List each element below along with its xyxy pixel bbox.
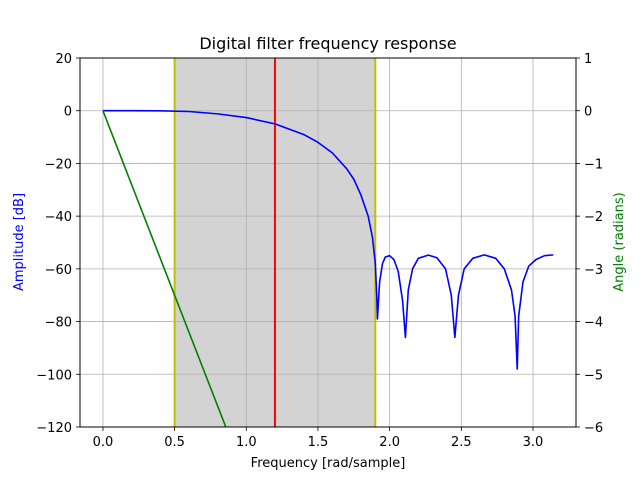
right-y-tick-label: −4 <box>584 316 603 331</box>
left-y-tick-label: 20 <box>55 52 72 67</box>
phase-angle-line <box>102 110 227 427</box>
left-y-tick-label: 0 <box>64 105 72 120</box>
x-tick-label: 0.5 <box>164 435 185 450</box>
chart-title: Digital filter frequency response <box>199 34 456 53</box>
x-tick-label: 1.0 <box>236 435 257 450</box>
left-y-tick-label: −20 <box>45 157 72 172</box>
amplitude-line <box>102 109 554 370</box>
right-y-tick-label: −2 <box>584 210 603 225</box>
left-y-tick-label: −100 <box>36 368 72 383</box>
left-y-tick-label: −120 <box>36 421 72 436</box>
x-tick-label: 2.0 <box>379 435 400 450</box>
right-y-tick-label: −5 <box>584 368 603 383</box>
x-tick-label: 2.5 <box>451 435 472 450</box>
right-y-tick-label: 1 <box>584 52 592 67</box>
left-y-tick-label: −80 <box>45 316 72 331</box>
right-y-tick-label: −1 <box>584 157 603 172</box>
right-y-tick-label: −6 <box>584 421 603 436</box>
series-layer <box>102 109 554 427</box>
right-y-axis-title: Angle (radians) <box>612 192 627 291</box>
x-axis-ticks: 0.0 0.5 1.0 1.5 2.0 2.5 3.0 <box>93 427 544 450</box>
plot-frame <box>79 57 577 428</box>
x-tick-label: 0.0 <box>93 435 114 450</box>
left-y-axis-ticks: 20 0 −20 −40 −60 −80 −100 −120 <box>36 52 80 436</box>
left-y-tick-label: −40 <box>45 210 72 225</box>
x-tick-label: 3.0 <box>523 435 544 450</box>
right-y-tick-label: −3 <box>584 263 603 278</box>
left-y-tick-label: −60 <box>45 263 72 278</box>
x-tick-label: 1.5 <box>308 435 329 450</box>
left-y-axis-title: Amplitude [dB] <box>12 193 27 291</box>
x-axis-title: Frequency [rad/sample] <box>251 456 406 471</box>
vertical-lines-layer <box>173 58 377 427</box>
right-y-tick-label: 0 <box>584 105 592 120</box>
right-y-axis-ticks: 1 0 −1 −2 −3 −4 −5 −6 <box>576 52 603 436</box>
